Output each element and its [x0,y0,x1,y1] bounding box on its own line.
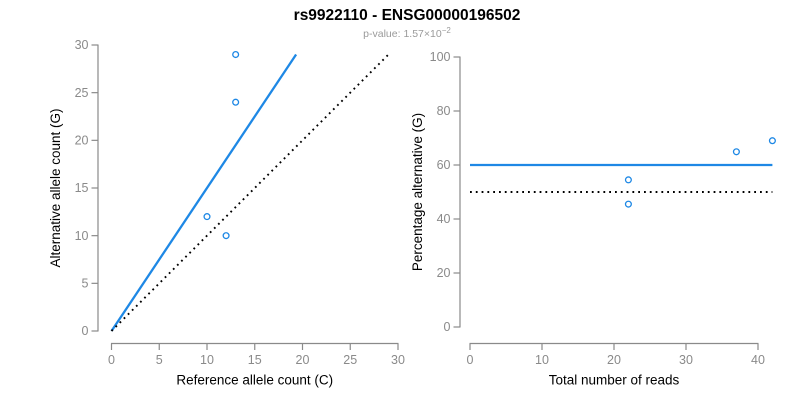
identity-line [110,53,390,332]
title-block: rs9922110 - ENSG00000196502 p-value: 1.5… [14,0,800,40]
data-point [203,213,211,221]
y-tick-label: 100 [430,50,451,64]
x-tick-label: 15 [248,353,262,367]
y-tick-label: 20 [75,134,89,148]
data-point [624,176,632,184]
y-tick-label: 40 [437,212,451,226]
x-tick-label: 20 [296,353,310,367]
y-tick-label: 80 [437,104,451,118]
y-tick-label: 20 [437,266,451,280]
p-value-label: p-value: [363,28,401,40]
data-point [624,200,632,208]
y-tick-label: 30 [75,38,89,52]
x-tick-label: 20 [607,353,621,367]
x-tick-label: 30 [679,353,693,367]
x-tick-label: 10 [535,353,549,367]
x-tick-label: 0 [467,353,474,367]
plot-title: rs9922110 - ENSG00000196502 [293,7,521,24]
plot-subtitle: p-value: 1.57×10−2 [14,26,800,40]
y-tick-label: 10 [75,229,89,243]
y-axis-title: Alternative allele count (G) [48,108,63,267]
y-tick-label: 0 [82,324,89,338]
x-tick-label: 0 [108,353,115,367]
x-tick-label: 40 [751,353,765,367]
fit-line [110,53,298,332]
x-tick-label: 25 [343,353,357,367]
x-tick-label: 5 [156,353,163,367]
x-tick-label: 30 [391,353,405,367]
p-value-exponent: −2 [441,26,451,35]
x-tick-label: 10 [200,353,214,367]
y-tick-label: 25 [75,86,89,100]
data-point [732,148,740,156]
data-point [232,50,240,59]
x-axis-title: Reference allele count (C) [176,373,333,388]
data-point [232,98,240,106]
y-tick-label: 60 [437,158,451,172]
data-point [768,137,776,145]
y-tick-label: 0 [444,320,451,334]
y-axis-title: Percentage alternative (G) [410,113,425,271]
p-value-mantissa: 1.57×10 [403,28,442,40]
y-tick-label: 15 [75,181,89,195]
x-axis-title: Total number of reads [549,373,680,388]
data-point [222,232,230,240]
y-tick-label: 5 [82,277,89,291]
